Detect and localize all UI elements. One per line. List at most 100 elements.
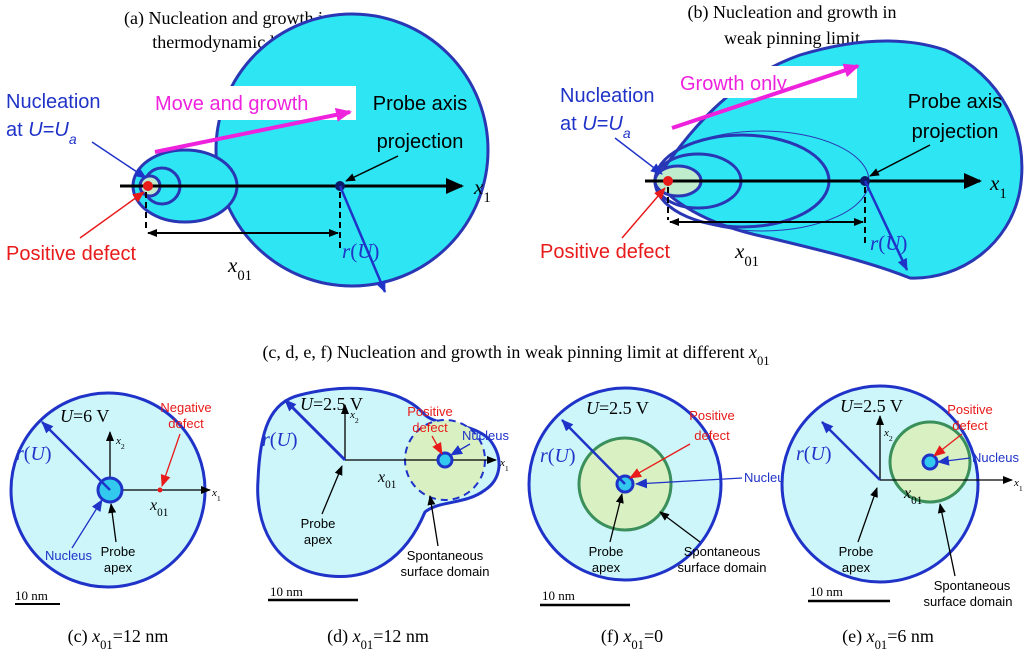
radius-label: r(U)	[262, 429, 298, 451]
shape	[214, 12, 490, 288]
panel-b-title: (b) Nucleation and growth in	[688, 2, 897, 23]
text-run: 01	[385, 479, 396, 491]
pointer	[609, 493, 624, 543]
text-run: )	[291, 429, 298, 451]
defect-label: Positive	[947, 402, 993, 417]
axis-label: x1	[1013, 477, 1023, 493]
nucleus-label: Nucleus	[462, 428, 509, 443]
pointer	[937, 503, 956, 577]
text-run: x	[227, 253, 238, 277]
text-run: =	[43, 119, 55, 141]
axis-label: x1	[473, 175, 491, 206]
probe-label: Probe axis	[373, 93, 468, 115]
label-backdrop	[150, 86, 356, 120]
text-run: )	[900, 231, 907, 255]
text-run: x	[499, 457, 505, 469]
nucleation-label: at U=Ua	[560, 113, 631, 141]
text-run: r	[342, 239, 351, 263]
radius-label: r(U)	[16, 443, 52, 465]
nucleus	[921, 453, 939, 471]
text-run: x	[866, 626, 875, 646]
nucleus-label: Nucleus	[972, 450, 1019, 465]
apex-label: apex	[592, 560, 621, 575]
text-run: =0	[644, 626, 663, 646]
text-run: 2	[121, 442, 125, 451]
text-run: (f)	[601, 626, 623, 647]
text-run: U	[60, 406, 74, 426]
text-run: (	[24, 443, 31, 465]
pointer	[431, 435, 443, 455]
text-run: U	[54, 119, 69, 141]
radius-arrow	[283, 398, 347, 462]
text-run: 01	[875, 638, 888, 652]
text-run: x	[377, 469, 385, 486]
text-run: x	[883, 427, 889, 439]
text-run: x	[352, 626, 361, 646]
text-run: 1	[505, 464, 509, 473]
text-run: x	[748, 342, 757, 362]
text-run: 01	[744, 254, 759, 270]
motion-label: Growth only	[680, 73, 787, 95]
text-run: 1	[999, 186, 1006, 202]
axis-label: x1	[989, 171, 1007, 202]
text-run: 01	[631, 638, 644, 652]
text-run: 1	[1019, 484, 1023, 493]
pointer	[91, 141, 147, 179]
motion-label: Move and growth	[155, 93, 308, 115]
text-run: U	[554, 445, 570, 467]
nucleation-label: Nucleation	[6, 91, 101, 113]
domain-label: surface domain	[401, 564, 490, 579]
text-run: x	[91, 626, 100, 646]
pointer	[450, 443, 471, 456]
label-backdrop	[675, 66, 857, 98]
text-run: =2.5 V	[313, 394, 363, 414]
text-run: U	[357, 239, 374, 263]
scale-label: 10 nm	[270, 584, 303, 599]
pointer	[321, 465, 343, 515]
axis-label: x1	[211, 487, 221, 503]
text-run: r	[262, 429, 270, 451]
pointer	[345, 155, 399, 182]
scale-label: 10 nm	[810, 584, 843, 599]
domain-label: Spontaneous	[684, 544, 761, 559]
text-run: x	[115, 435, 121, 447]
text-run: U	[28, 119, 43, 141]
text-run: =2.5 V	[853, 396, 903, 416]
text-run: =2.5 V	[599, 398, 649, 418]
panel-f: r(U) U=2.5 V Positive defect Nucleus Pro…	[527, 386, 791, 652]
text-run: U	[810, 443, 826, 465]
probe-label: projection	[377, 131, 464, 153]
apex-label: Probe	[839, 544, 874, 559]
panel-b: (b) Nucleation and growth in weak pinnin…	[540, 2, 1024, 280]
radius-label: r(U)	[796, 443, 832, 465]
apex-label: apex	[842, 560, 871, 575]
text-run: a	[69, 131, 77, 147]
text-run: x	[1013, 477, 1019, 489]
text-run: =6 nm	[887, 626, 934, 646]
radius-label: r(U)	[342, 239, 379, 263]
nucleation-label: Nucleation	[560, 85, 655, 107]
text-run: U	[300, 394, 314, 414]
text-run: x	[734, 239, 745, 263]
offset-label: x01	[227, 253, 252, 284]
pointer	[621, 187, 666, 239]
text-run: x	[349, 409, 355, 421]
pointer	[614, 137, 663, 175]
pointer	[427, 495, 439, 547]
apex-label: Probe	[101, 544, 136, 559]
voltage-label: U=2.5 V	[840, 396, 903, 416]
text-run: 01	[237, 268, 252, 284]
scale-label: 10 nm	[542, 588, 575, 603]
text-run: r	[796, 443, 804, 465]
apex-label: Probe	[589, 544, 624, 559]
panel-caption: (f) x01=0	[601, 626, 663, 652]
section-title: (c, d, e, f) Nucleation and growth in we…	[262, 342, 769, 368]
probe-label: projection	[912, 121, 999, 143]
offset-label: x01	[377, 469, 396, 491]
text-run: U	[840, 396, 854, 416]
scale-label: 10 nm	[15, 588, 48, 603]
text-run: =6 V	[73, 406, 109, 426]
text-run: (e)	[842, 626, 866, 647]
text-run: x	[211, 487, 217, 499]
defect	[143, 181, 153, 191]
